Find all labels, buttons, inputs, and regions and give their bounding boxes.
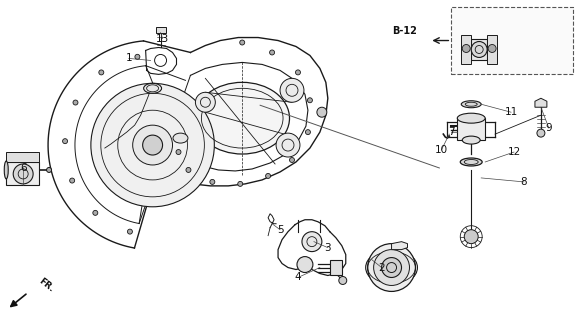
Ellipse shape — [457, 113, 485, 123]
Circle shape — [196, 92, 215, 112]
Circle shape — [70, 178, 74, 183]
Circle shape — [143, 135, 162, 155]
Circle shape — [289, 157, 294, 163]
Text: 1: 1 — [125, 53, 132, 63]
Circle shape — [464, 230, 478, 244]
Circle shape — [488, 44, 496, 52]
Bar — [330, 260, 342, 276]
Circle shape — [13, 164, 33, 184]
Circle shape — [93, 210, 98, 215]
Circle shape — [302, 232, 322, 252]
Circle shape — [135, 54, 140, 59]
Circle shape — [63, 139, 68, 144]
Ellipse shape — [144, 83, 162, 93]
Circle shape — [265, 173, 271, 179]
Polygon shape — [6, 152, 39, 162]
Text: 7: 7 — [448, 127, 455, 137]
Text: B-12: B-12 — [393, 26, 417, 36]
Circle shape — [240, 40, 244, 45]
Circle shape — [276, 133, 300, 157]
Text: 4: 4 — [294, 273, 301, 283]
Circle shape — [176, 149, 181, 155]
Circle shape — [368, 244, 416, 292]
Circle shape — [296, 70, 300, 75]
Ellipse shape — [4, 161, 8, 179]
Polygon shape — [535, 98, 547, 107]
Circle shape — [91, 83, 214, 207]
Circle shape — [339, 276, 347, 284]
Circle shape — [307, 98, 313, 103]
Circle shape — [382, 258, 402, 277]
Circle shape — [306, 130, 310, 135]
Ellipse shape — [462, 136, 480, 144]
Polygon shape — [487, 35, 497, 64]
Polygon shape — [392, 242, 407, 250]
Polygon shape — [457, 118, 485, 140]
Text: 10: 10 — [435, 145, 448, 155]
Text: 9: 9 — [545, 123, 552, 133]
Circle shape — [47, 167, 52, 172]
FancyBboxPatch shape — [451, 7, 573, 74]
Circle shape — [210, 180, 215, 184]
Polygon shape — [462, 35, 471, 64]
Circle shape — [374, 250, 410, 285]
Text: 6: 6 — [20, 163, 26, 173]
Ellipse shape — [195, 82, 289, 154]
Circle shape — [186, 167, 191, 172]
Circle shape — [317, 107, 327, 117]
Circle shape — [471, 42, 487, 58]
Circle shape — [73, 100, 78, 105]
Ellipse shape — [365, 250, 417, 285]
Text: 2: 2 — [378, 262, 385, 273]
Ellipse shape — [462, 101, 481, 108]
Bar — [155, 27, 165, 33]
Circle shape — [99, 70, 104, 75]
Ellipse shape — [173, 133, 188, 143]
Polygon shape — [471, 38, 487, 60]
Circle shape — [127, 229, 133, 234]
Text: 8: 8 — [521, 177, 527, 187]
Text: 13: 13 — [156, 34, 169, 44]
Text: FR.: FR. — [37, 276, 56, 293]
Ellipse shape — [460, 158, 482, 166]
Polygon shape — [6, 162, 39, 185]
Circle shape — [133, 125, 172, 165]
Circle shape — [269, 50, 275, 55]
Text: 11: 11 — [505, 107, 517, 117]
Circle shape — [462, 44, 470, 52]
Text: 5: 5 — [276, 225, 283, 235]
Circle shape — [297, 257, 313, 273]
Circle shape — [237, 181, 243, 186]
Text: 3: 3 — [325, 243, 331, 252]
Circle shape — [280, 78, 304, 102]
Text: 12: 12 — [508, 147, 521, 157]
Circle shape — [537, 129, 545, 137]
